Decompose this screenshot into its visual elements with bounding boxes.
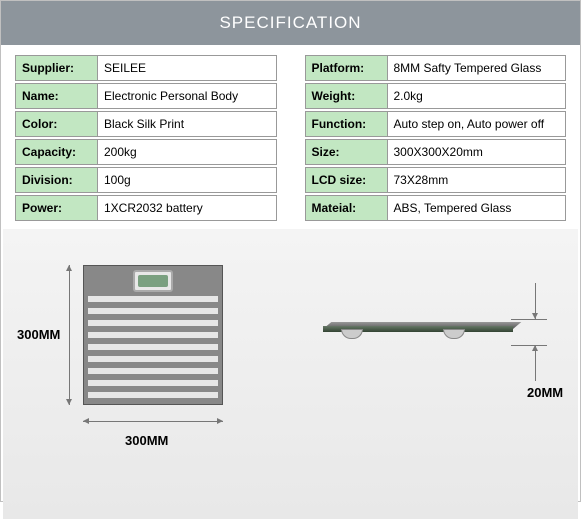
spec-value: 200kg xyxy=(98,140,276,164)
dim-thickness-label: 20MM xyxy=(527,385,563,400)
spec-label: LCD size: xyxy=(306,168,388,192)
spec-table-area: Supplier:SEILEEName:Electronic Personal … xyxy=(1,45,580,229)
spec-column-right: Platform:8MM Safty Tempered GlassWeight:… xyxy=(305,55,567,223)
arrow-icon xyxy=(532,345,538,351)
header: SPECIFICATION xyxy=(1,1,580,45)
spec-row: Platform:8MM Safty Tempered Glass xyxy=(305,55,567,81)
spec-row: Size:300X300X20mm xyxy=(305,139,567,165)
spec-row: Capacity:200kg xyxy=(15,139,277,165)
spec-label: Division: xyxy=(16,168,98,192)
spec-value: Black Silk Print xyxy=(98,112,276,136)
spec-label: Size: xyxy=(306,140,388,164)
spec-value: 73X28mm xyxy=(388,168,566,192)
scale-side-view xyxy=(323,319,513,349)
stripe-icon xyxy=(88,344,218,350)
spec-value: 100g xyxy=(98,168,276,192)
spec-value: 300X300X20mm xyxy=(388,140,566,164)
spec-label: Power: xyxy=(16,196,98,220)
spec-column-left: Supplier:SEILEEName:Electronic Personal … xyxy=(15,55,277,223)
lcd-icon xyxy=(133,270,173,292)
arrow-icon xyxy=(83,418,89,424)
spec-label: Color: xyxy=(16,112,98,136)
spec-label: Supplier: xyxy=(16,56,98,80)
spec-label: Name: xyxy=(16,84,98,108)
dim-width-label: 300MM xyxy=(125,433,168,448)
stripe-icon xyxy=(88,320,218,326)
spec-label: Platform: xyxy=(306,56,388,80)
spec-label: Weight: xyxy=(306,84,388,108)
arrow-icon xyxy=(532,313,538,319)
stripe-icon xyxy=(88,296,218,302)
arrow-icon xyxy=(66,399,72,405)
spec-value: 8MM Safty Tempered Glass xyxy=(388,56,566,80)
dim-line-width xyxy=(83,421,223,422)
spec-row: Name:Electronic Personal Body xyxy=(15,83,277,109)
header-title: SPECIFICATION xyxy=(219,13,361,33)
illustration-area: 300MM 300MM 20MM xyxy=(3,229,578,519)
spec-value: Auto step on, Auto power off xyxy=(388,112,566,136)
spec-row: Mateial:ABS, Tempered Glass xyxy=(305,195,567,221)
spec-value: SEILEE xyxy=(98,56,276,80)
scale-top-view xyxy=(83,265,223,405)
stripe-icon xyxy=(88,356,218,362)
stripe-icon xyxy=(88,380,218,386)
dim-line-thk-bot xyxy=(511,345,547,346)
spec-value: Electronic Personal Body xyxy=(98,84,276,108)
spec-row: Division:100g xyxy=(15,167,277,193)
stripe-icon xyxy=(88,392,218,398)
arrow-icon xyxy=(66,265,72,271)
arrow-icon xyxy=(217,418,223,424)
spec-value: 1XCR2032 battery xyxy=(98,196,276,220)
spec-label: Mateial: xyxy=(306,196,388,220)
stripe-icon xyxy=(88,368,218,374)
spec-row: Supplier:SEILEE xyxy=(15,55,277,81)
spec-label: Function: xyxy=(306,112,388,136)
spec-sheet: SPECIFICATION Supplier:SEILEEName:Electr… xyxy=(0,0,581,502)
spec-row: Color:Black Silk Print xyxy=(15,111,277,137)
spec-row: Function:Auto step on, Auto power off xyxy=(305,111,567,137)
spec-row: Power:1XCR2032 battery xyxy=(15,195,277,221)
dim-line-thk-top xyxy=(511,319,547,320)
spec-row: LCD size:73X28mm xyxy=(305,167,567,193)
spec-label: Capacity: xyxy=(16,140,98,164)
spec-value: 2.0kg xyxy=(388,84,566,108)
stripe-icon xyxy=(88,332,218,338)
stripe-icon xyxy=(88,308,218,314)
dim-height-label: 300MM xyxy=(17,327,60,342)
spec-value: ABS, Tempered Glass xyxy=(388,196,566,220)
dim-line-height xyxy=(69,265,70,405)
spec-row: Weight:2.0kg xyxy=(305,83,567,109)
